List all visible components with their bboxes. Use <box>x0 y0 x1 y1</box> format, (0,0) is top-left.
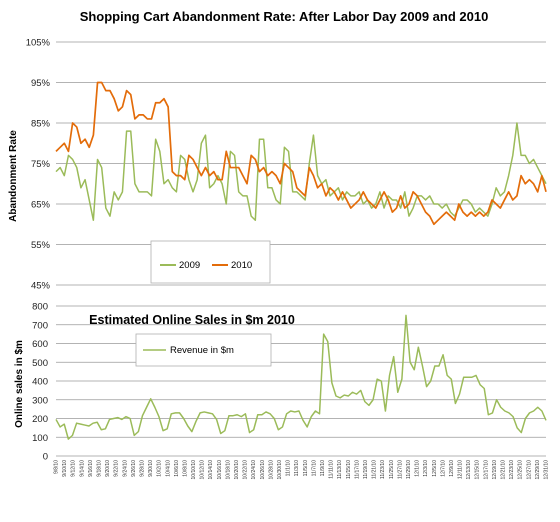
bottom-x-tick-label: 10/14/10 <box>208 460 214 480</box>
bottom-x-tick-label: 10/12/10 <box>200 460 206 480</box>
bottom-x-tick-label: 9/24/10 <box>122 460 128 477</box>
bottom-x-tick-label: 11/3/10 <box>294 460 300 477</box>
bottom-x-tick-label: 11/29/10 <box>406 460 412 479</box>
bottom-x-tick-label: 9/12/10 <box>71 460 77 477</box>
bottom-x-tick-label: 12/11/10 <box>458 460 464 479</box>
bottom-x-tick-label: 12/21/10 <box>501 460 507 480</box>
bottom-x-tick-label: 12/9/10 <box>449 460 455 477</box>
bottom-chart-y-ticks: 0 100 200 300 400 500 600 700 800 <box>32 302 48 463</box>
legend-label-revenue: Revenue in $m <box>170 345 234 356</box>
bottom-x-tick-label: 10/16/10 <box>217 460 223 480</box>
top-y-tick-label: 75% <box>31 159 51 170</box>
bottom-x-tick-label: 10/10/10 <box>191 460 197 480</box>
bottom-x-tick-label: 10/22/10 <box>243 460 249 480</box>
bottom-x-tick-label: 11/13/10 <box>337 460 343 479</box>
bottom-x-tick-label: 9/10/10 <box>62 460 68 477</box>
bottom-x-tick-label: 9/16/10 <box>88 460 94 477</box>
bottom-x-tick-label: 12/13/10 <box>466 460 472 480</box>
bottom-x-tick-label: 10/26/10 <box>260 460 266 480</box>
bottom-x-tick-label: 10/24/10 <box>251 460 257 480</box>
bottom-x-tick-label: 9/30/10 <box>148 460 154 477</box>
bottom-x-tick-label: 12/7/10 <box>440 460 446 477</box>
bottom-x-tick-label: 11/15/10 <box>346 460 352 479</box>
legend-label-2010: 2010 <box>231 260 252 271</box>
top-chart-title: Shopping Cart Abandonment Rate: After La… <box>80 9 489 24</box>
bottom-x-tick-label: 11/17/10 <box>354 460 360 479</box>
bottom-x-tick-label: 12/29/10 <box>535 460 541 480</box>
bottom-x-tick-label: 11/23/10 <box>380 460 386 479</box>
bottom-x-tick-label: 10/2/10 <box>157 460 163 477</box>
top-y-tick-label: 65% <box>31 200 51 211</box>
bottom-x-tick-label: 10/4/10 <box>165 460 171 477</box>
top-legend-box <box>150 240 271 284</box>
bottom-y-tick-label: 400 <box>32 377 48 388</box>
online-sales-chart: 0 100 200 300 400 500 600 700 800 Estimated Onli… <box>14 302 550 480</box>
bottom-x-tick-label: 12/27/10 <box>526 460 532 480</box>
bottom-x-tick-label: 12/17/10 <box>483 460 489 480</box>
bottom-x-tick-label: 9/28/10 <box>139 460 145 477</box>
bottom-x-tick-label: 11/25/10 <box>389 460 395 479</box>
bottom-x-tick-label: 12/3/10 <box>423 460 429 477</box>
bottom-y-tick-label: 300 <box>32 395 48 406</box>
bottom-x-tick-label: 10/6/10 <box>174 460 180 477</box>
bottom-x-tick-label: 11/19/10 <box>363 460 369 479</box>
bottom-x-tick-label: 11/5/10 <box>303 460 309 477</box>
top-chart-gridlines <box>56 41 546 286</box>
bottom-y-tick-label: 500 <box>32 358 48 369</box>
bottom-chart-y-axis-label: Online sales in $m <box>14 340 25 428</box>
bottom-x-tick-label: 9/20/10 <box>105 460 111 477</box>
bottom-x-tick-label: 9/22/10 <box>114 460 120 477</box>
bottom-chart-legend: Revenue in $m <box>135 333 272 367</box>
series-line-2009 <box>55 122 547 221</box>
bottom-x-tick-label: 11/27/10 <box>397 460 403 479</box>
bottom-x-tick-label: 12/1/10 <box>415 460 421 477</box>
bottom-x-tick-label: 12/23/10 <box>509 460 515 480</box>
bottom-x-tick-label: 11/11/10 <box>329 460 335 479</box>
top-chart-legend: 2009 2010 <box>150 240 271 284</box>
bottom-x-tick-label: 10/30/10 <box>277 460 283 480</box>
top-y-tick-label: 105% <box>26 38 51 49</box>
top-chart-series <box>55 81 547 226</box>
bottom-x-tick-label: 9/8/10 <box>54 460 60 474</box>
bottom-x-tick-label: 12/31/10 <box>544 460 550 480</box>
series-line-revenue <box>55 314 547 440</box>
top-chart-y-ticks: 45% 55% 65% 75% 85% 95% 105% <box>26 38 51 292</box>
abandonment-rate-chart: Shopping Cart Abandonment Rate: After La… <box>8 9 547 292</box>
bottom-x-tick-label: 9/14/10 <box>79 460 85 477</box>
bottom-x-tick-label: 10/20/10 <box>234 460 240 480</box>
bottom-y-tick-label: 800 <box>32 302 48 313</box>
bottom-y-tick-label: 200 <box>32 414 48 425</box>
bottom-y-tick-label: 700 <box>32 320 48 331</box>
series-line-2010 <box>55 81 547 226</box>
bottom-x-tick-label: 9/18/10 <box>96 460 102 477</box>
bottom-x-tick-label: 12/15/10 <box>475 460 481 480</box>
bottom-x-tick-label: 11/7/10 <box>311 460 317 477</box>
bottom-y-tick-label: 100 <box>32 433 48 444</box>
bottom-y-tick-label: 0 <box>43 452 48 463</box>
bottom-chart-x-ticks: 9/8/10 9/10/10 9/12/10 9/14/10 9/16/10 9/18/1… <box>54 460 550 480</box>
bottom-x-tick-label: 10/8/10 <box>182 460 188 477</box>
bottom-x-tick-label: 12/25/10 <box>518 460 524 480</box>
bottom-x-tick-label: 11/1/10 <box>286 460 292 477</box>
top-y-tick-label: 85% <box>31 119 51 130</box>
bottom-y-tick-label: 600 <box>32 339 48 350</box>
bottom-x-tick-label: 12/5/10 <box>432 460 438 477</box>
top-chart-y-axis-label: Abandonment Rate <box>8 130 19 222</box>
top-y-tick-label: 45% <box>31 281 51 292</box>
bottom-chart-series <box>55 314 547 440</box>
bottom-x-tick-label: 12/19/10 <box>492 460 498 480</box>
bottom-x-tick-label: 10/18/10 <box>225 460 231 480</box>
legend-label-2009: 2009 <box>179 260 200 271</box>
bottom-x-tick-label: 10/28/10 <box>268 460 274 480</box>
bottom-x-tick-label: 11/9/10 <box>320 460 326 477</box>
bottom-x-tick-label: 9/26/10 <box>131 460 137 477</box>
bottom-chart-title: Estimated Online Sales in $m 2010 <box>89 313 295 327</box>
top-y-tick-label: 55% <box>31 240 51 251</box>
top-y-tick-label: 95% <box>31 78 51 89</box>
bottom-x-tick-label: 11/21/10 <box>372 460 378 479</box>
